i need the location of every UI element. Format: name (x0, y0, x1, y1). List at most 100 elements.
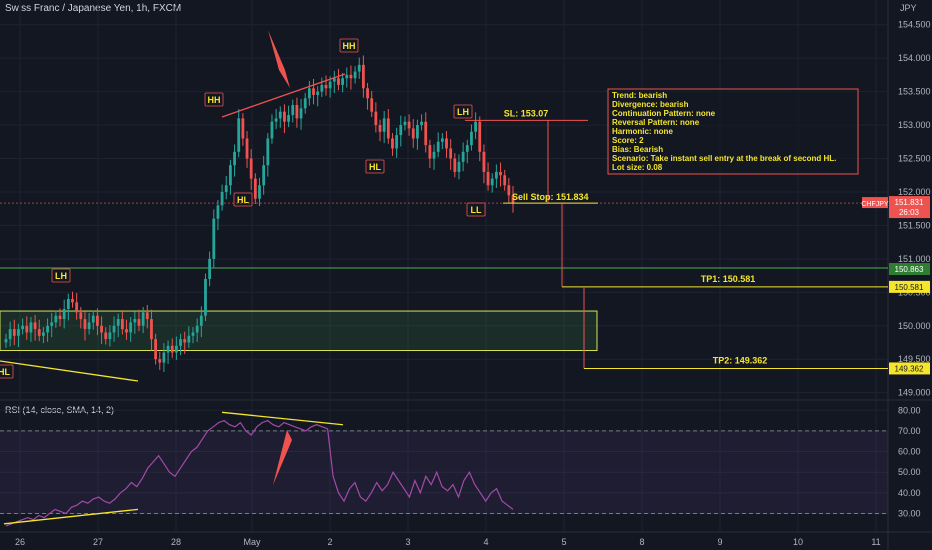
candle-body (166, 345, 170, 353)
candle-body (370, 98, 374, 112)
candle-body (137, 319, 141, 326)
time-tick-label: 27 (93, 537, 103, 547)
swing-label: LL (471, 205, 482, 215)
time-tick-label: 4 (483, 537, 488, 547)
candle-body (386, 118, 390, 139)
info-box-line: Scenario: Take instant sell entry at the… (612, 154, 836, 163)
candle-body (195, 325, 199, 333)
candle-body (112, 325, 116, 333)
candle-body (287, 115, 290, 122)
candle-body (8, 329, 12, 340)
candle-body (382, 118, 386, 132)
candle-body (445, 138, 448, 149)
currency-label: JPY (900, 3, 917, 13)
candle-body (91, 315, 95, 323)
candle-body (220, 191, 224, 206)
time-tick-label: 2 (327, 537, 332, 547)
candle-body (125, 329, 128, 333)
candle-body (291, 105, 295, 116)
candle-body (71, 299, 74, 303)
candle-body (87, 322, 91, 330)
candle-body (158, 359, 162, 363)
tp1-label: TP1: 150.581 (701, 274, 756, 284)
candle-body (216, 205, 220, 219)
candle-body (174, 345, 178, 353)
info-box-line: Bias: Bearish (612, 145, 663, 154)
candles (4, 55, 515, 372)
time-tick-label: 8 (639, 537, 644, 547)
candle-body (278, 111, 282, 119)
candle-body (129, 322, 133, 333)
time-tick-label: 5 (561, 537, 566, 547)
swing-label: HH (343, 41, 356, 51)
candle-body (478, 121, 482, 152)
info-box-line: Trend: bearish (612, 91, 667, 100)
candle-body (141, 312, 145, 326)
candle-body (494, 171, 498, 179)
candle-body (457, 161, 461, 172)
candle-body (83, 319, 87, 330)
price-tick-label: 151.000 (898, 254, 931, 264)
candle-body (266, 138, 270, 166)
candle-body (233, 151, 236, 166)
info-box-line: Lot size: 0.08 (612, 163, 663, 172)
candle-body (420, 121, 423, 126)
chart-title: Swiss Franc / Japanese Yen, 1h, FXCM (5, 3, 182, 14)
rsi-tick-label: 60.00 (898, 447, 921, 457)
time-tick-label: 3 (405, 537, 410, 547)
candle-body (183, 339, 187, 343)
countdown-badge: 26:03 (899, 208, 920, 217)
candle-body (341, 78, 345, 85)
candle-body (470, 131, 473, 146)
candle-body (349, 74, 353, 79)
candle-body (432, 151, 436, 159)
candle-body (453, 158, 457, 172)
swing-label-box (453, 104, 473, 119)
candle-body (357, 64, 361, 72)
rsi-tick-label: 50.00 (898, 467, 921, 477)
candle-body (54, 315, 58, 323)
candle-body (337, 78, 340, 85)
swing-label-box (51, 268, 71, 283)
candle-body (100, 325, 103, 333)
candle-body (75, 302, 79, 313)
price-tick-label: 152.500 (898, 154, 931, 164)
rsi-band (0, 430, 888, 514)
candle-body (208, 258, 212, 279)
swing-label-box (233, 192, 253, 207)
symbol-badge-bg (862, 197, 888, 209)
sell-stop-label: Sell Stop: (512, 192, 554, 202)
swing-label: LH (55, 271, 67, 281)
candle-body (179, 339, 182, 346)
candle-body (320, 84, 324, 92)
info-box-line: Divergence: bearish (612, 100, 689, 109)
candle-body (33, 322, 37, 330)
candle-body (395, 135, 399, 149)
candle-body (46, 325, 49, 333)
candle-body (416, 125, 419, 139)
candle-body (150, 319, 153, 340)
candle-body (96, 315, 99, 326)
candle-body (50, 322, 54, 326)
tp2-label: TP2: 149.362 (713, 355, 768, 365)
candle-body (449, 148, 453, 159)
candle-body (407, 121, 411, 129)
candle-body (245, 138, 249, 159)
candle-body (58, 315, 62, 320)
candle-body (461, 151, 465, 162)
candle-body (361, 64, 365, 89)
info-box-line: Score: 2 (612, 136, 644, 145)
candle-body (378, 125, 382, 132)
demand-zone (0, 310, 598, 352)
candle-body (145, 312, 149, 320)
candle-body (249, 158, 253, 179)
candle-body (511, 195, 515, 204)
swing-label-box (365, 159, 385, 174)
swing-label: LH (457, 107, 469, 117)
candle-body (229, 165, 232, 186)
candle-body (391, 138, 394, 149)
time-tick-label: 26 (15, 537, 25, 547)
candle-body (295, 105, 299, 119)
sell-stop-price: 151.834 (556, 192, 589, 202)
